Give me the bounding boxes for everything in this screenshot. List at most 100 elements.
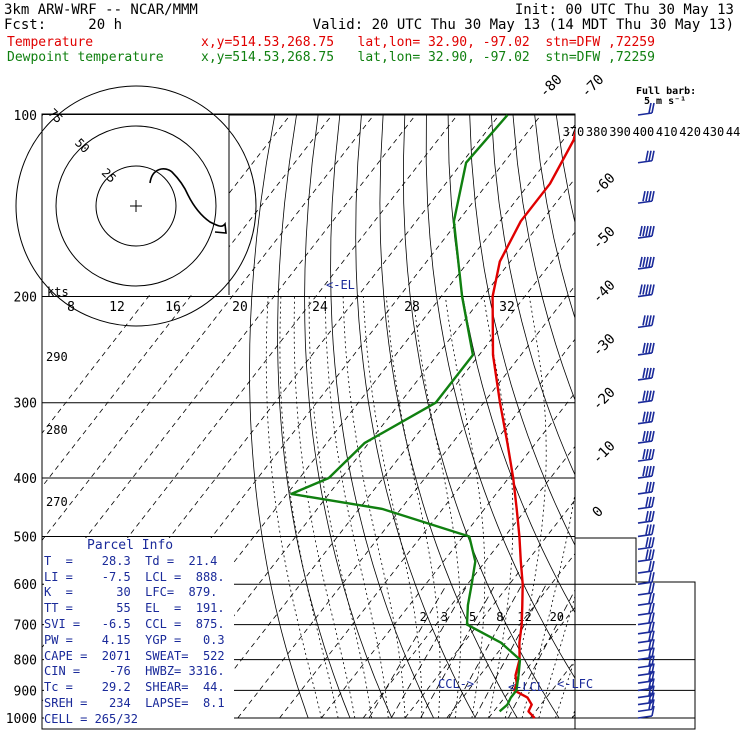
isotherm-line	[571, 713, 575, 719]
wind-barb-flag	[651, 692, 655, 703]
isotherm-line	[279, 338, 575, 719]
isotherm-label: 0	[590, 504, 607, 521]
wind-barb-flag	[645, 537, 649, 548]
wind-barb-shaft	[637, 664, 653, 669]
wind-barb-flag	[651, 448, 655, 460]
wind-barb-flag	[645, 465, 649, 477]
wind-barb-shaft	[637, 235, 653, 239]
wind-barb-shaft	[637, 715, 653, 719]
wind-barb-shaft	[637, 694, 653, 699]
wind-barb-shaft	[637, 680, 653, 684]
wind-barb-flag	[648, 685, 652, 696]
moist-adiabat	[265, 296, 322, 719]
wind-barb-flag	[651, 411, 655, 422]
hodograph-wind-label: 28	[404, 300, 420, 315]
dry-adiabat	[402, 114, 560, 719]
wind-barb-flag	[648, 678, 652, 689]
wind-barb-flag	[651, 663, 655, 674]
moist-adiabat	[521, 491, 575, 719]
wind-barb	[637, 549, 655, 563]
isotherm-line	[42, 114, 416, 595]
pressure-label-600: 600	[14, 578, 37, 593]
wind-barb-flag	[642, 390, 646, 401]
wind-barb-shaft	[637, 293, 653, 298]
wind-barb-flag	[642, 448, 646, 460]
wind-barb	[637, 430, 655, 444]
sounding-curves	[290, 114, 575, 719]
wind-barb	[637, 342, 655, 356]
wind-barb-flag	[645, 284, 649, 295]
wind-barb-flag	[645, 342, 649, 354]
parcel-info-row: PW = 4.15 YGP = 0.3	[44, 632, 225, 647]
theta-label: 410	[656, 125, 678, 139]
wind-barb-flag	[651, 150, 655, 161]
wind-barb-flag	[645, 430, 649, 442]
wind-barb-flag	[651, 102, 655, 114]
isotherm-label: -60	[590, 170, 619, 199]
dry-adiabat	[425, 114, 575, 679]
wind-barb-flag	[651, 612, 655, 623]
isotherm-label: -50	[590, 224, 619, 253]
wind-barb-flag	[651, 593, 655, 604]
wind-barb-flag	[651, 315, 655, 326]
wind-barb-shaft	[637, 520, 653, 524]
lcl-annotation: <-LCL	[508, 680, 544, 694]
moist-adiabat	[386, 296, 441, 719]
wind-barb-flag	[645, 315, 649, 326]
wind-barb-shaft	[637, 377, 653, 381]
wind-barb-shaft	[637, 352, 653, 356]
parcel-info-row: CAPE = 2071 SWEAT= 522	[44, 648, 225, 663]
wind-barb-flag	[651, 602, 655, 614]
pressure-label-300: 300	[14, 397, 37, 412]
wind-barb	[637, 190, 655, 204]
wind-barb-flag	[645, 481, 649, 493]
wind-barb-flag	[648, 256, 652, 268]
pressure-label-900: 900	[14, 684, 37, 699]
hodograph-wind-label: 12	[109, 300, 125, 315]
wind-barb-flag	[651, 582, 655, 594]
wind-barb-flag	[651, 639, 655, 650]
mixing-ratio-label: 20	[550, 610, 564, 624]
wind-barb-shaft	[637, 266, 653, 270]
wind-barb-shaft	[637, 656, 653, 661]
mixing-ratio-label: 3	[441, 610, 448, 624]
wind-barb	[637, 699, 655, 713]
parcel-info-panel: Parcel Info T = 28.3 Td = 21.4 LI = -7.5 …	[44, 538, 234, 728]
isotherm-label: -70	[578, 72, 607, 101]
parcel-info-row: CIN = -76 HWBZ= 3316.	[44, 664, 225, 679]
wind-barb-flag	[651, 560, 655, 572]
wind-barb	[637, 315, 655, 329]
dry-adiabat	[621, 115, 740, 718]
dry-adiabat	[534, 114, 575, 320]
hodograph-trace	[149, 168, 227, 234]
wind-barb-flag	[651, 256, 655, 268]
wind-barb-shaft	[637, 546, 653, 551]
wind-barb-shaft	[637, 612, 653, 616]
isotherm-line	[237, 285, 575, 719]
wind-barb-flag	[648, 190, 652, 202]
wind-barb-flag	[651, 705, 655, 717]
wind-barb-flag	[651, 537, 655, 548]
wind-barb	[637, 537, 655, 551]
wind-barb-flag	[651, 225, 655, 237]
wind-barb	[637, 678, 655, 692]
wind-barb-shaft	[637, 420, 653, 425]
wind-barbs	[637, 102, 655, 719]
wind-barb-flag	[648, 572, 652, 583]
wind-barb-flag	[645, 367, 649, 379]
wind-barb-shaft	[637, 592, 653, 596]
wind-barb-flag	[648, 549, 652, 560]
hodograph-wind-label: 32	[499, 300, 515, 315]
wind-barb	[637, 284, 655, 298]
init-time: Init: 00 UTC Thu 30 May 13	[514, 2, 734, 18]
wind-barb-flag	[648, 315, 652, 326]
mixing-ratio-label: 8	[496, 610, 503, 624]
wind-barb-flag	[645, 549, 649, 560]
mixing-ratio-label: 12	[517, 610, 531, 624]
wind-barb-flag	[645, 448, 649, 460]
isotherm-line	[530, 660, 575, 719]
wind-barb-flag	[648, 150, 652, 161]
wind-barb-flag	[651, 342, 655, 354]
wind-barb-flag	[645, 524, 649, 535]
wind-barb-shaft	[637, 200, 653, 204]
